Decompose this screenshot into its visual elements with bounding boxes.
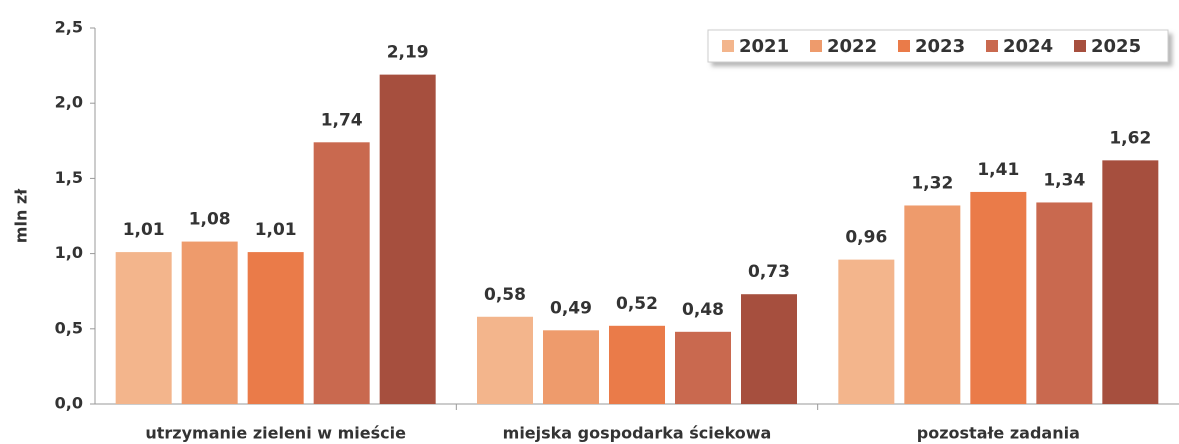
bar [181,241,238,404]
bar [1102,160,1159,404]
value-label: 0,58 [484,285,526,305]
bar [247,252,304,404]
y-tick-label: 1,0 [55,243,83,262]
bar [379,74,436,405]
bar [115,252,172,404]
y-tick-label: 2,5 [55,18,83,37]
value-label: 1,01 [255,220,297,240]
bar [313,142,370,404]
legend-swatch [986,40,998,52]
x-tick-label: miejska gospodarka ściekowa [503,424,772,443]
bar [609,325,665,404]
bar [477,316,533,404]
y-tick-label: 0,5 [55,318,83,337]
value-label: 1,32 [911,173,953,193]
value-label: 1,41 [977,160,1019,180]
legend-label: 2021 [739,36,789,57]
y-tick-label: 1,5 [55,168,83,187]
x-tick-label: pozostałe zadania [917,424,1080,443]
y-tick-label: 2,0 [55,93,83,112]
bar [675,331,731,404]
bar [838,259,895,404]
value-label: 0,73 [748,262,790,282]
value-label: 0,49 [550,298,592,318]
legend-label: 2022 [827,36,877,57]
bar [741,294,797,404]
bar [543,330,599,404]
value-label: 0,48 [682,300,724,320]
legend-swatch [722,40,734,52]
y-tick-label: 0,0 [55,394,83,413]
legend-label: 2024 [1003,36,1053,57]
value-label: 1,08 [189,210,231,230]
bar [904,205,961,404]
value-label: 1,34 [1043,170,1085,190]
legend-label: 2025 [1091,36,1141,57]
legend-label: 2023 [915,36,965,57]
value-label: 1,62 [1109,128,1151,148]
value-label: 2,19 [387,43,429,63]
bar [1036,202,1093,404]
legend-swatch [898,40,910,52]
value-label: 0,52 [616,294,658,314]
y-axis-label: mln zł [12,188,31,243]
legend-swatch [1074,40,1086,52]
value-label: 1,01 [123,220,165,240]
legend-swatch [810,40,822,52]
bar [970,191,1027,404]
value-label: 1,74 [321,110,363,130]
value-label: 0,96 [845,228,887,248]
x-tick-label: utrzymanie zieleni w mieście [145,424,406,443]
legend-box [707,29,1169,63]
